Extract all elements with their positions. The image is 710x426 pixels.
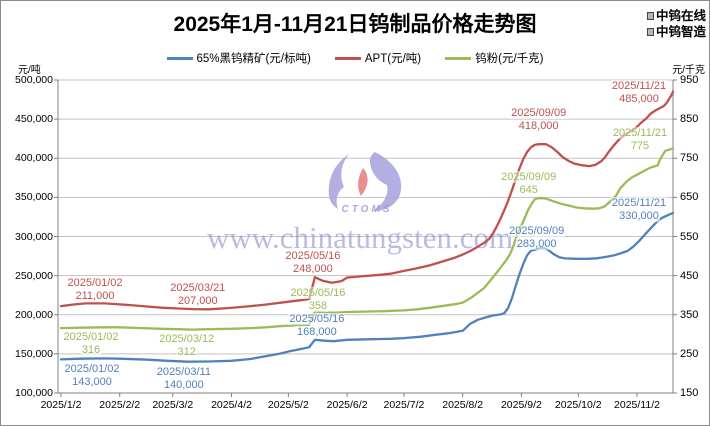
- callout-钨粉(元/千克)-2025/01/02: 2025/01/02 316: [62, 331, 120, 357]
- brand-line-chinatungsten-online: 中钨在线: [646, 8, 706, 24]
- y-axis-tick-label-left: 400,000: [15, 152, 53, 165]
- x-axis-tick-label: 2025/6/2: [326, 399, 368, 411]
- callout-65%黑钨精矿(元/标吨)-2025/05/16: 2025/05/16 168,000: [288, 312, 346, 338]
- chart-title: 2025年1月-11月21日钨制品价格走势图: [173, 13, 537, 36]
- brand-logo-icon: [646, 28, 654, 36]
- x-axis-tick-label: 2025/10/2: [554, 399, 602, 411]
- callout-APT(元/吨)-2025/11/21: 2025/11/21 485,000: [610, 79, 668, 105]
- y-axis-tick-label-right: 650: [680, 191, 699, 204]
- legend: 65%黑钨精矿(元/标吨) APT(元/吨) 钨粉(元/千克): [1, 50, 709, 66]
- legend-line-swatch-green: [445, 56, 472, 60]
- x-axis-tick-label: 2025/4/2: [211, 399, 252, 411]
- brand-label: 中钨智造: [655, 25, 706, 39]
- x-axis-tick-label: 2025/9/2: [500, 399, 542, 411]
- legend-line-swatch-blue: [166, 56, 193, 60]
- x-axis-tick-label: 2025/11/2: [614, 399, 660, 411]
- y-axis-tick-label-left: 500,000: [15, 74, 53, 86]
- y-axis-tick-label-right: 950: [680, 74, 699, 86]
- legend-label: 65%黑钨精矿(元/标吨): [196, 53, 311, 65]
- watermark-url-text: www.chinatungsten.com: [206, 220, 514, 255]
- y-axis-tick-label-left: 250,000: [15, 269, 53, 282]
- callout-钨粉(元/千克)-2025/05/16: 2025/05/16 358: [289, 286, 347, 312]
- legend-label: APT(元/吨): [364, 53, 422, 65]
- callout-APT(元/吨)-2025/09/09: 2025/09/09 418,000: [510, 107, 568, 133]
- callout-65%黑钨精矿(元/标吨)-2025/01/02: 2025/01/02 143,000: [63, 363, 121, 389]
- callout-APT(元/吨)-2025/01/02: 2025/01/02 211,000: [66, 277, 124, 303]
- y-axis-tick-label-left: 100,000: [15, 387, 53, 399]
- y-axis-tick-label-left: 450,000: [15, 113, 53, 126]
- callout-APT(元/吨)-2025/03/21: 2025/03/21 207,000: [169, 282, 227, 308]
- brand-label: 中钨在线: [655, 9, 706, 23]
- x-axis-tick-label: 2025/7/2: [383, 399, 425, 411]
- y-axis-tick-label-right: 550: [680, 230, 699, 243]
- legend-label: 钨粉(元/千克): [475, 53, 544, 65]
- y-axis-tick-label-left: 150,000: [15, 347, 53, 360]
- left-axis-unit-label: 元/吨: [18, 65, 41, 76]
- ctoms-logo-icon: [328, 152, 402, 211]
- y-axis-tick-label-left: 200,000: [15, 308, 53, 321]
- callout-65%黑钨精矿(元/标吨)-2025/09/09: 2025/09/09 283,000: [508, 224, 566, 250]
- y-axis-tick-label-right: 250: [680, 347, 699, 360]
- x-axis-tick-label: 2025/2/2: [99, 399, 141, 411]
- x-axis-tick-label: 2025/3/2: [152, 399, 194, 411]
- series-line-2: [59, 147, 675, 331]
- legend-item-apt: APT(元/吨): [334, 50, 422, 66]
- legend-item-powder: 钨粉(元/千克): [445, 50, 543, 66]
- ctoms-logo-caption: CTOMS: [341, 204, 393, 215]
- callout-钨粉(元/千克)-2025/11/21: 2025/11/21 775: [611, 127, 669, 153]
- callout-钨粉(元/千克)-2025/09/09: 2025/09/09 645: [500, 171, 558, 197]
- y-axis-tick-label-left: 350,000: [15, 191, 53, 204]
- series-line-0: [59, 211, 675, 363]
- x-axis-tick-label: 2025/8/2: [442, 399, 484, 411]
- brand-logo-icon: [646, 12, 654, 20]
- y-axis-tick-label-left: 300,000: [15, 230, 53, 243]
- callout-钨粉(元/千克)-2025/03/12: 2025/03/12 312: [158, 332, 216, 358]
- right-axis-unit-label: 元/千克: [672, 65, 705, 76]
- brand-line-chinatungsten-smart: 中钨智造: [646, 24, 706, 40]
- y-axis-tick-label-right: 750: [680, 152, 699, 165]
- brand-block: 中钨在线 中钨智造: [646, 8, 706, 40]
- y-axis-tick-label-right: 850: [680, 113, 699, 126]
- legend-item-concentrate: 65%黑钨精矿(元/标吨): [166, 50, 311, 66]
- callout-65%黑钨精矿(元/标吨)-2025/11/21: 2025/11/21 330,000: [610, 197, 668, 223]
- x-axis-tick-label: 2025/1/2: [40, 399, 82, 411]
- callout-APT(元/吨)-2025/05/16: 2025/05/16 248,000: [284, 250, 342, 276]
- y-axis-tick-label-right: 450: [680, 269, 699, 282]
- legend-line-swatch-red: [334, 56, 361, 60]
- y-axis-tick-label-right: 150: [680, 387, 699, 399]
- x-axis-tick-label: 2025/5/2: [267, 399, 309, 411]
- y-axis-tick-label-right: 350: [680, 308, 699, 321]
- callout-65%黑钨精矿(元/标吨)-2025/03/11: 2025/03/11 140,000: [155, 365, 212, 391]
